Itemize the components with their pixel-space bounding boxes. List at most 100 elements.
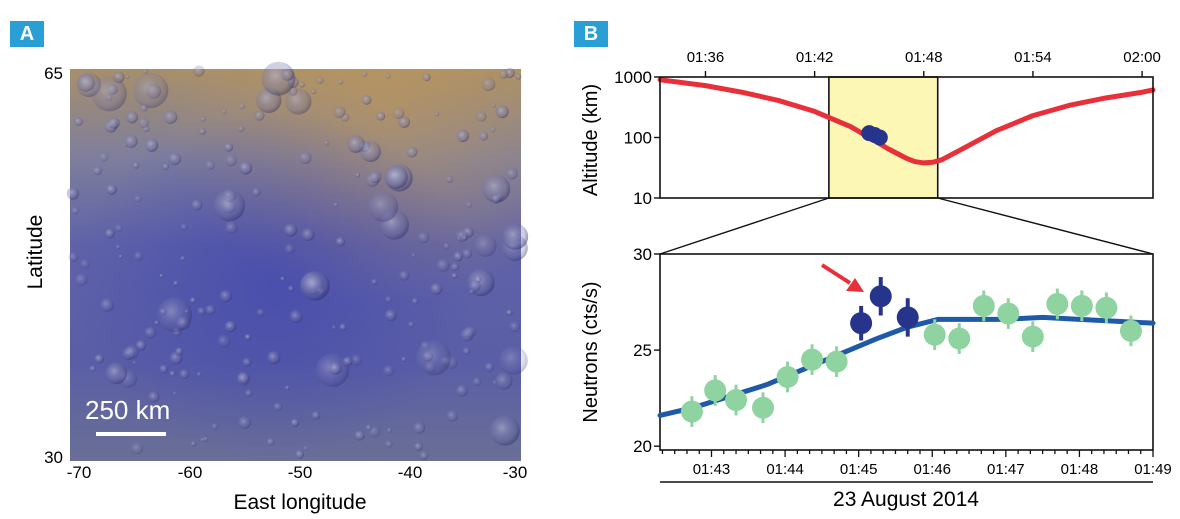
neutron-xtick-label: 01:48 (1061, 461, 1099, 478)
neutron-xtick-label: 01:45 (840, 461, 878, 478)
crater (383, 365, 395, 376)
crater (225, 154, 237, 167)
crater (475, 111, 487, 122)
crater (360, 141, 381, 162)
crater (184, 309, 189, 314)
crater (311, 411, 321, 420)
map-xtick-5: -30 (503, 463, 528, 482)
neutron-xtick-label: 01:47 (987, 461, 1025, 478)
crater (509, 321, 521, 333)
crater (434, 111, 440, 117)
crater (417, 231, 430, 244)
crater (376, 111, 386, 121)
crater (385, 440, 393, 448)
crater (422, 351, 433, 362)
crater (342, 356, 353, 367)
crater (105, 362, 128, 385)
crater (287, 285, 295, 292)
crater (368, 191, 399, 222)
crater (462, 347, 471, 355)
neutron-point (1070, 294, 1093, 317)
crater (419, 451, 429, 460)
neutron-ylabel: Neutrons (cts/s) (580, 281, 602, 422)
crater (384, 309, 397, 322)
crater (74, 116, 84, 126)
crater (217, 334, 231, 348)
crater (104, 228, 115, 239)
crater (94, 353, 104, 364)
crater (200, 437, 206, 443)
crater (162, 163, 170, 170)
crater (506, 309, 513, 316)
crater (329, 362, 342, 375)
crater (225, 221, 238, 235)
crater (130, 442, 144, 455)
neutron-point (704, 379, 727, 402)
crater (451, 272, 458, 279)
crater (489, 415, 520, 446)
neutron-point (972, 294, 995, 317)
crater (245, 389, 253, 397)
crater (411, 252, 417, 258)
crater (179, 369, 190, 380)
crater (299, 81, 305, 88)
crater (331, 324, 337, 330)
crater (132, 161, 140, 169)
crater (198, 128, 206, 136)
crater (495, 105, 509, 119)
crater (80, 259, 90, 269)
map-panel: 250 km 65 30 Latitude -70 -60 -50 -40 -3… (24, 61, 529, 514)
neutron-point (1021, 325, 1044, 348)
crater (371, 278, 378, 286)
crater (515, 73, 522, 80)
crater (351, 354, 363, 366)
crater (392, 107, 405, 120)
crater (281, 68, 294, 81)
crater (124, 134, 138, 148)
scale-bar-label: 250 km (85, 395, 170, 425)
neutron-point (997, 302, 1020, 325)
neutron-ytick-label: 30 (633, 245, 652, 264)
crater (295, 450, 304, 459)
crater (436, 258, 450, 272)
crater (115, 244, 121, 250)
crater (310, 88, 317, 95)
crater (368, 425, 381, 438)
crater (132, 360, 137, 365)
crater (68, 252, 79, 262)
crater (446, 410, 458, 422)
crater (491, 103, 496, 109)
crater (473, 234, 497, 257)
crater (416, 340, 452, 376)
neutron-highlight-point (896, 306, 919, 329)
crater (298, 151, 312, 165)
crater (386, 427, 392, 433)
crater (108, 117, 120, 129)
crater (159, 364, 169, 374)
crater (190, 440, 197, 447)
crater (505, 167, 518, 180)
map-ytick-top: 65 (44, 64, 63, 83)
crater (224, 320, 237, 333)
crater (244, 333, 252, 341)
crater (191, 199, 203, 211)
crater (180, 255, 186, 262)
crater (369, 170, 382, 183)
crater (169, 370, 176, 377)
crater (205, 160, 215, 171)
crater (399, 270, 410, 281)
map-xtick-3: -50 (288, 463, 313, 482)
crater (414, 442, 423, 451)
crater (413, 421, 426, 434)
crater (125, 74, 130, 80)
neutron-point (752, 396, 775, 419)
crater (114, 224, 123, 233)
crater (238, 102, 246, 110)
crater (176, 316, 191, 331)
altitude-ytick-label: 10 (633, 189, 652, 208)
crater (406, 146, 418, 158)
crater (361, 71, 368, 77)
crater (125, 345, 139, 359)
crater (134, 195, 142, 203)
